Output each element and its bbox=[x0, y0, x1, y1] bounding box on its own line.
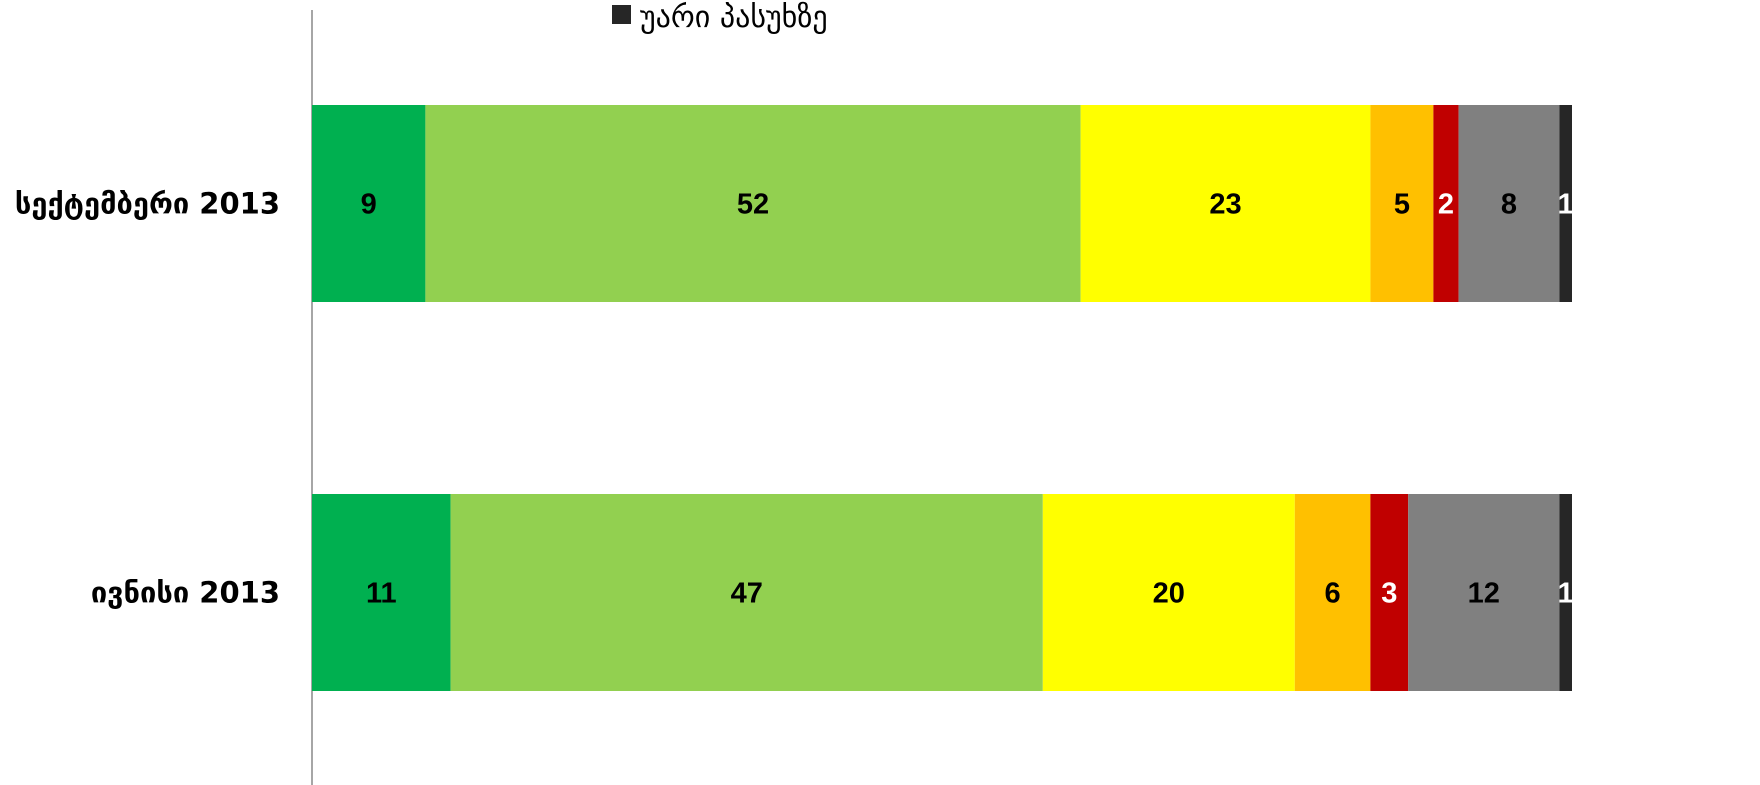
bar-segment bbox=[1458, 105, 1560, 302]
data-label: 3 bbox=[1381, 578, 1397, 610]
data-label: 5 bbox=[1394, 189, 1410, 221]
data-label: 23 bbox=[1209, 189, 1241, 221]
bar-segment bbox=[1370, 105, 1434, 302]
category-label: ივნისი 2013 bbox=[91, 576, 280, 610]
bar-segment bbox=[1042, 494, 1295, 691]
data-label: 20 bbox=[1153, 578, 1185, 610]
legend-swatch bbox=[612, 5, 631, 24]
bar-segment bbox=[312, 494, 451, 691]
data-label: 52 bbox=[737, 189, 769, 221]
bar-segments: 9 52 23 5 2 8 111 47 20 6 3 12 1 bbox=[312, 105, 1574, 691]
bar-segment bbox=[312, 105, 426, 302]
data-label: 11 bbox=[366, 578, 397, 610]
data-label: 12 bbox=[1468, 578, 1500, 610]
bar-segment bbox=[1370, 494, 1409, 691]
bar-segment bbox=[425, 105, 1081, 302]
data-label: 6 bbox=[1325, 578, 1341, 610]
data-label: 2 bbox=[1438, 189, 1454, 221]
bar-segment bbox=[1433, 105, 1459, 302]
data-label: 8 bbox=[1501, 189, 1517, 221]
bar-segment bbox=[1559, 105, 1572, 302]
data-label: 9 bbox=[361, 189, 377, 221]
data-label: 47 bbox=[731, 578, 763, 610]
legend: უარი პასუხზე bbox=[612, 0, 828, 35]
category-label: სექტემბერი 2013 bbox=[15, 187, 280, 221]
bar-segment bbox=[1294, 494, 1371, 691]
legend-label: უარი პასუხზე bbox=[640, 0, 828, 35]
bar-segment bbox=[1080, 105, 1371, 302]
data-label: 1 bbox=[1558, 578, 1574, 610]
data-label: 1 bbox=[1558, 189, 1574, 221]
category-labels: სექტემბერი 2013 ივნისი 2013 bbox=[15, 187, 280, 610]
bar-segment bbox=[1408, 494, 1560, 691]
bar-segment bbox=[1559, 494, 1572, 691]
bar-segment bbox=[450, 494, 1043, 691]
